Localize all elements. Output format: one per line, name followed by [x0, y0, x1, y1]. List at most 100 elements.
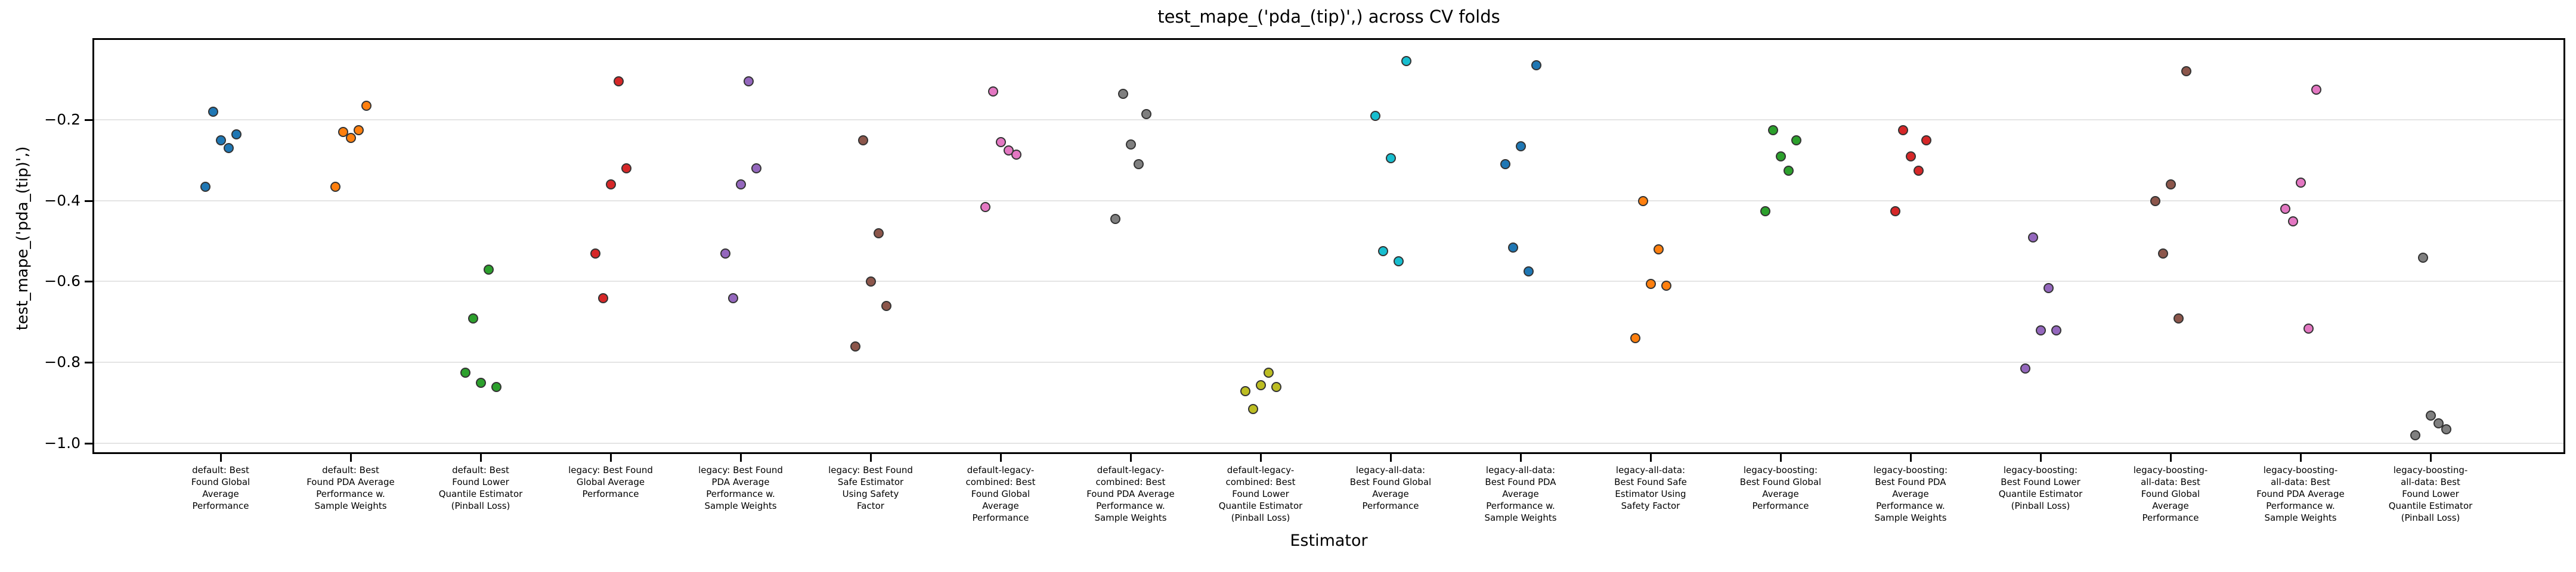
x-tick-label-line: Found PDA Average — [306, 477, 395, 487]
x-tick-label: default: Best Found PDA Average Performanc… — [298, 464, 403, 512]
data-point — [2158, 248, 2168, 259]
x-tick-label-line: Sample Weights — [1094, 512, 1167, 523]
x-tick-label-line: (Pinball Loss) — [2011, 500, 2070, 511]
data-point — [460, 368, 470, 378]
x-tick-label-line: default-legacy- — [1227, 465, 1295, 475]
x-tick — [2040, 454, 2042, 462]
x-tick-label: default-legacy-combined: Best Found Lower… — [1208, 464, 1313, 524]
data-point — [1630, 333, 1640, 344]
x-tick-label-line: all-data: Best — [2401, 477, 2460, 487]
data-point — [1654, 244, 1664, 255]
x-tick — [1130, 454, 1132, 462]
x-tick-label-line: Quantile Estimator — [1998, 489, 2083, 499]
data-point — [1134, 159, 1144, 170]
data-point — [2181, 66, 2191, 77]
x-tick-label-line: legacy-boosting- — [2133, 465, 2208, 475]
data-point — [606, 179, 616, 190]
x-tick-label-line: Average — [2152, 500, 2189, 511]
x-tick-label-line: legacy-boosting- — [2263, 465, 2338, 475]
x-tick — [350, 454, 352, 462]
data-point — [1118, 88, 1128, 99]
data-point — [2020, 363, 2030, 374]
data-point — [751, 163, 761, 174]
data-point — [1531, 60, 1541, 71]
x-tick-label-line: default-legacy- — [1097, 465, 1165, 475]
data-point — [2280, 204, 2290, 214]
data-point — [2433, 418, 2444, 429]
x-tick-label-line: Best Found Global — [1349, 477, 1432, 487]
data-point — [988, 86, 998, 97]
x-tick — [2170, 454, 2172, 462]
data-point — [1110, 214, 1120, 225]
data-point — [1760, 206, 1770, 216]
x-tick — [2300, 454, 2302, 462]
data-point — [1914, 165, 1924, 176]
data-point — [980, 201, 990, 212]
data-point — [2418, 252, 2428, 263]
data-point — [224, 143, 234, 154]
x-tick-label-line: Performance w. — [1096, 500, 1165, 511]
x-tick-label-line: Global Average — [576, 477, 645, 487]
data-point — [1378, 246, 1388, 257]
x-tick-label-line: Found Lower — [2402, 489, 2459, 499]
plot-area — [92, 38, 2565, 454]
x-tick-label-line: Average — [1502, 489, 1539, 499]
data-point — [866, 276, 876, 287]
data-point — [850, 341, 860, 352]
x-tick-label-line: Performance — [972, 512, 1029, 523]
x-tick-label-line: Best Found Lower — [2001, 477, 2080, 487]
x-tick-label-line: Found PDA Average — [2256, 489, 2345, 499]
x-tick-label-line: default-legacy- — [967, 465, 1035, 475]
data-point — [208, 107, 218, 117]
data-point — [1661, 281, 1671, 291]
x-tick — [2430, 454, 2432, 462]
data-point — [1638, 195, 1648, 206]
x-tick — [1390, 454, 1392, 462]
data-point — [468, 313, 478, 324]
data-point — [874, 228, 884, 238]
data-point — [744, 76, 754, 87]
x-tick-label-line: legacy-boosting: — [1873, 465, 1948, 475]
x-tick — [1780, 454, 1782, 462]
x-tick-label-line: default: Best — [192, 465, 249, 475]
x-tick-label: legacy-all-data: Best Found Global Average… — [1338, 464, 1443, 512]
data-point — [1890, 206, 1900, 216]
x-tick-label-line: Performance w. — [706, 489, 775, 499]
data-point — [728, 293, 738, 303]
x-tick — [1000, 454, 1002, 462]
x-tick-label-line: Best Found Global — [1739, 477, 1822, 487]
data-point — [720, 248, 730, 259]
data-point — [361, 101, 371, 111]
x-tick-label-line: Factor — [857, 500, 884, 511]
y-tick — [85, 281, 92, 283]
y-tick-label: −0.8 — [44, 353, 80, 371]
x-tick-label-line: Sample Weights — [1484, 512, 1557, 523]
data-point — [1256, 380, 1266, 390]
x-tick-label-line: Best Found PDA — [1875, 477, 1946, 487]
x-tick-label-line: Average — [1892, 489, 1929, 499]
data-point — [231, 129, 242, 139]
x-tick-label-line: default: Best — [322, 465, 379, 475]
gridline-y — [94, 362, 2563, 363]
data-point — [621, 163, 631, 174]
data-point — [1126, 139, 1136, 150]
x-tick-label-line: combined: Best — [1095, 477, 1166, 487]
data-point — [338, 127, 348, 138]
x-tick-label-line: Best Found PDA — [1485, 477, 1556, 487]
data-point — [1264, 368, 1274, 378]
x-tick-label: legacy-boosting: Best Found PDA Average Per… — [1858, 464, 1963, 524]
data-point — [1516, 141, 1526, 151]
data-point — [1524, 266, 1534, 277]
data-point — [1500, 159, 1510, 170]
x-tick-label-line: Quantile Estimator — [438, 489, 523, 499]
data-point — [2166, 179, 2176, 190]
x-tick-label: legacy-boosting-all-data: Best Found PDA … — [2248, 464, 2353, 524]
data-point — [858, 135, 868, 145]
x-tick-label-line: legacy-all-data: — [1615, 465, 1686, 475]
x-tick-label-line: Found Lower — [1232, 489, 1289, 499]
x-tick — [1260, 454, 1262, 462]
data-point — [1921, 135, 1931, 145]
x-tick-label-line: Performance w. — [1876, 500, 1945, 511]
x-tick-label-line: (Pinball Loss) — [1231, 512, 1290, 523]
data-point — [996, 137, 1006, 148]
